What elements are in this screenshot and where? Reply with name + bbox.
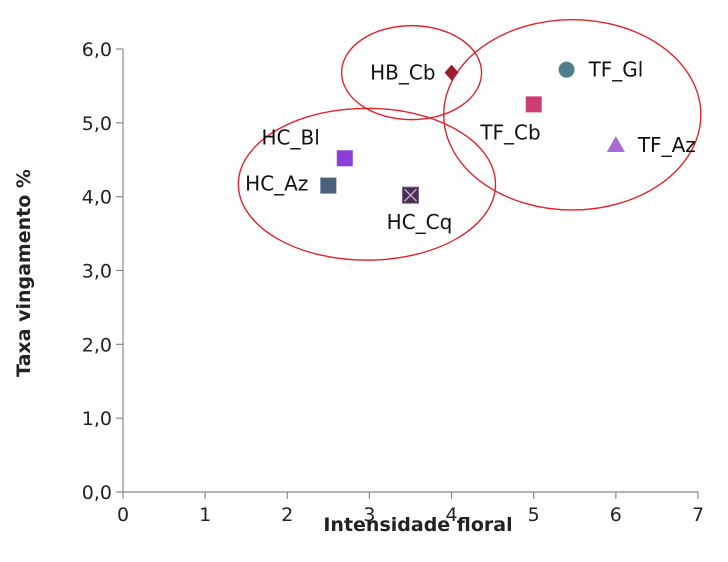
point-tf-cb <box>525 96 542 113</box>
point-tf-gl <box>558 61 575 78</box>
point-hc-bl <box>336 150 353 167</box>
point-hc-az <box>320 177 337 194</box>
x-tick-label: 4 <box>446 504 458 526</box>
point-label-hc-bl: HC_Bl <box>262 125 320 149</box>
y-ticks: 0,0 1,0 2,0 3,0 4,0 5,0 6,0 <box>82 39 123 504</box>
x-tick-label: 7 <box>692 504 704 526</box>
point-label-hc-cq: HC_Cq <box>387 210 453 234</box>
x-ticks: 0 1 2 3 4 5 6 7 <box>117 492 704 526</box>
point-hb-cb <box>444 64 459 81</box>
point-label-tf-cb: TF_Cb <box>479 120 540 144</box>
group-outline-1 <box>340 24 483 121</box>
y-tick-label: 4,0 <box>82 187 112 209</box>
y-tick-label: 3,0 <box>82 261 112 283</box>
data-points: HB_Cb TF_Gl TF_Cb TF_Az HC_Bl HC_Az HC_Cq <box>245 58 696 235</box>
point-tf-az <box>606 135 625 152</box>
x-axis-title: Intensidade floral <box>323 514 512 536</box>
x-tick-label: 1 <box>199 504 211 526</box>
y-tick-label: 5,0 <box>82 113 112 135</box>
x-tick-label: 5 <box>528 504 540 526</box>
group-outline-2 <box>443 18 702 211</box>
point-label-hb-cb: HB_Cb <box>370 61 435 85</box>
x-tick-label: 2 <box>281 504 293 526</box>
group-outlines <box>237 18 702 261</box>
x-tick-label: 0 <box>117 504 129 526</box>
y-axis-title: Taxa vingamento % <box>13 169 35 377</box>
y-tick-label: 1,0 <box>82 408 112 430</box>
point-label-tf-az: TF_Az <box>637 133 696 157</box>
group-outline-3 <box>237 107 497 261</box>
point-hc-cq-cross <box>404 188 417 202</box>
y-tick-label: 0,0 <box>82 482 112 504</box>
point-label-tf-gl: TF_Gl <box>588 58 644 82</box>
y-tick-label: 2,0 <box>82 334 112 356</box>
y-tick-label: 6,0 <box>82 39 112 61</box>
point-label-hc-az: HC_Az <box>245 172 308 196</box>
x-tick-label: 3 <box>363 504 375 526</box>
x-tick-label: 6 <box>610 504 622 526</box>
axes <box>122 49 698 493</box>
